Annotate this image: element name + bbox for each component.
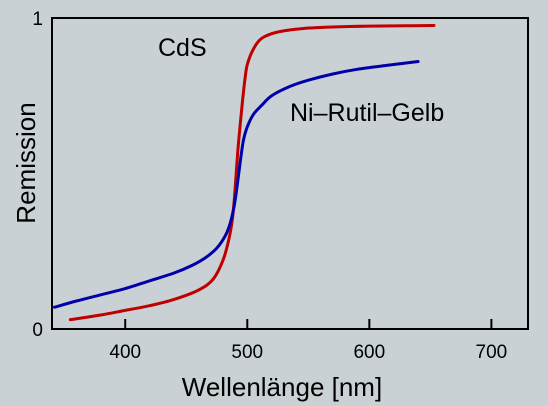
plot-area xyxy=(51,17,529,330)
x-axis-label: Wellenlänge [nm] xyxy=(182,372,382,402)
x-axis-ticks: 400 500 600 700 xyxy=(109,319,507,363)
series-label-ni-rutil-gelb: Ni–Rutil–Gelb xyxy=(290,99,444,127)
x-tick-label-600: 600 xyxy=(353,342,385,363)
series-line-ni-rutil-gelb xyxy=(52,60,420,309)
y-axis-label: Remission xyxy=(11,102,41,223)
y-tick-label-0: 0 xyxy=(32,320,43,341)
series-label-cds: CdS xyxy=(158,34,207,62)
y-tick-label-1: 1 xyxy=(32,9,43,30)
series-line-cds xyxy=(68,23,436,322)
x-tick-label-700: 700 xyxy=(476,342,508,363)
series-layer xyxy=(52,23,436,322)
x-tick-label-400: 400 xyxy=(109,342,141,363)
y-axis-ticks: 01 xyxy=(32,9,43,341)
x-tick-label-500: 500 xyxy=(231,342,263,363)
